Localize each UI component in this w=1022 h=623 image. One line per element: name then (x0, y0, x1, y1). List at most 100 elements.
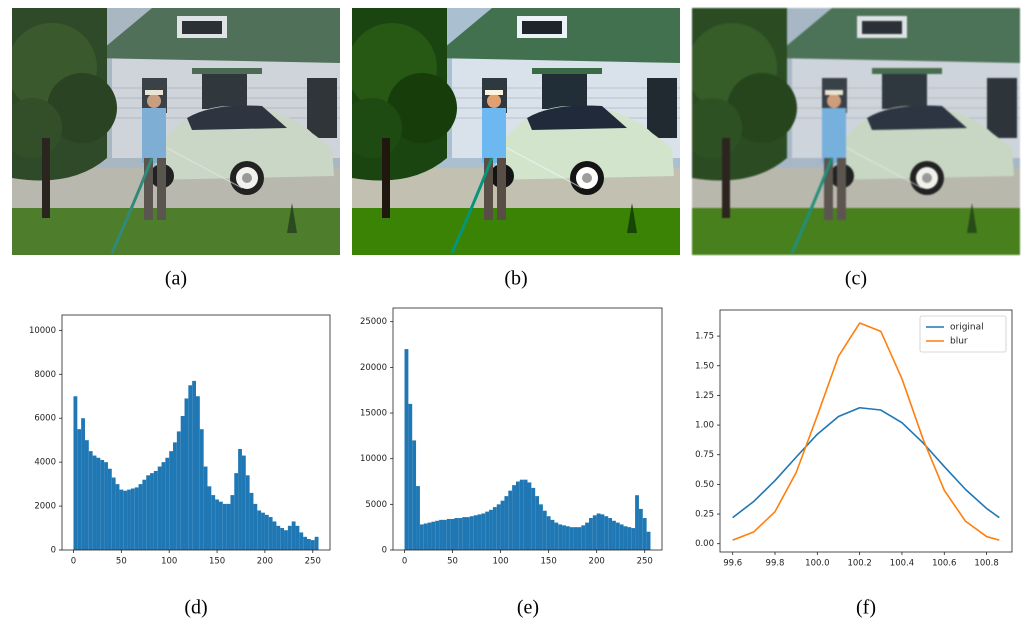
histogram-bar (176, 431, 181, 550)
histogram-bar (138, 484, 143, 550)
histogram-bar (642, 518, 647, 550)
histogram-bar (404, 349, 409, 550)
histogram-bar (284, 530, 288, 550)
y-tick-label: 1.00 (695, 421, 714, 431)
legend-label: blur (950, 337, 968, 347)
axes-frame (61, 314, 331, 551)
x-tick-label: 150 (209, 557, 225, 567)
histogram-bar (519, 479, 524, 550)
histogram-bar (107, 468, 112, 550)
panel-label: (b) (504, 268, 527, 290)
histogram-bar (508, 490, 513, 550)
histogram-bar (119, 489, 124, 550)
histogram-bar (427, 522, 432, 550)
histogram-bar (261, 512, 265, 550)
histogram-bar (412, 440, 417, 550)
histogram-bar (454, 518, 459, 550)
histogram-bar (592, 515, 597, 550)
x-tick-label: 100.8 (974, 559, 998, 569)
histogram-bar (241, 455, 246, 550)
histogram-bar (600, 514, 605, 550)
y-tick-label: 0.00 (695, 539, 714, 549)
histogram-bar (604, 516, 609, 550)
line-series (732, 322, 1000, 541)
histogram-bar (165, 457, 170, 550)
y-tick-label: 8000 (34, 370, 56, 380)
histogram-bar (489, 509, 493, 550)
histogram-bar (646, 531, 651, 550)
histogram-bar (623, 526, 628, 550)
x-tick-label: 100.4 (890, 559, 914, 569)
histogram-bar (111, 477, 116, 550)
histogram-bar (473, 515, 478, 550)
histogram-bar (226, 503, 231, 550)
histogram-bar (581, 525, 586, 550)
histogram-bar (435, 520, 440, 550)
histogram-bar (276, 525, 281, 550)
histogram-bar (615, 522, 620, 550)
histogram-bar (222, 503, 227, 550)
histogram-bar (161, 462, 166, 550)
x-tick-label: 100.2 (847, 559, 871, 569)
y-tick-label: 10000 (29, 326, 56, 336)
histogram-bar (218, 501, 223, 550)
histogram-bar (558, 524, 563, 550)
histogram-bar (215, 499, 219, 550)
histogram-bar (573, 527, 578, 550)
x-tick-label: 99.6 (723, 559, 742, 569)
histogram-bar (477, 514, 482, 550)
histogram-bar (188, 385, 193, 550)
histogram-bar (238, 448, 242, 550)
histogram-bar (631, 528, 636, 550)
x-tick-label: 200 (589, 557, 605, 567)
y-tick-label: 0 (51, 546, 56, 556)
histogram-bar (272, 521, 277, 550)
y-tick-label: 20000 (360, 363, 387, 373)
histogram-bar (446, 518, 451, 550)
histogram-bar (635, 495, 639, 550)
x-tick-label: 200 (257, 557, 273, 567)
histogram-bar (638, 508, 643, 550)
y-tick-label: 1.75 (695, 332, 714, 342)
photo-blurred (692, 8, 1020, 255)
histogram-bar (268, 517, 273, 550)
x-tick-label: 250 (305, 557, 321, 567)
histogram-bar (431, 521, 436, 550)
histogram-bar (303, 536, 308, 550)
histogram-bar (153, 470, 158, 550)
histogram-bar (612, 520, 616, 550)
x-tick-label: 100.6 (932, 559, 956, 569)
histogram-bar (88, 451, 93, 550)
y-tick-label: 0.75 (695, 450, 714, 460)
x-tick-label: 0 (402, 557, 407, 567)
panel-label: (c) (845, 268, 867, 290)
histogram-bar (180, 416, 185, 550)
histogram-bar (100, 459, 105, 550)
histogram-bar (245, 475, 250, 550)
histogram-bar (554, 522, 559, 550)
x-tick-label: 100 (492, 557, 508, 567)
histogram-bar (481, 513, 486, 550)
histogram-bar (203, 466, 208, 550)
histogram-bar (485, 511, 490, 550)
histogram-bar (169, 451, 174, 550)
histogram-bar (523, 479, 528, 550)
histogram-bar (192, 380, 196, 550)
y-tick-label: 4000 (34, 458, 56, 468)
histogram-bar (230, 495, 235, 550)
histogram-bar (142, 479, 147, 550)
histogram-bar (585, 522, 589, 550)
histogram-bar (115, 484, 120, 550)
histogram-bar (562, 525, 566, 550)
histogram-bar (608, 518, 613, 550)
histogram-bar (542, 510, 547, 550)
x-tick-label: 99.8 (766, 559, 785, 569)
y-tick-label: 2000 (34, 502, 56, 512)
histogram-bar (515, 481, 520, 550)
histogram-bar (423, 523, 428, 550)
legend-label: original (950, 323, 984, 333)
histogram-bar (211, 495, 216, 550)
histogram-bar (596, 513, 601, 550)
histogram-bar (92, 455, 97, 550)
